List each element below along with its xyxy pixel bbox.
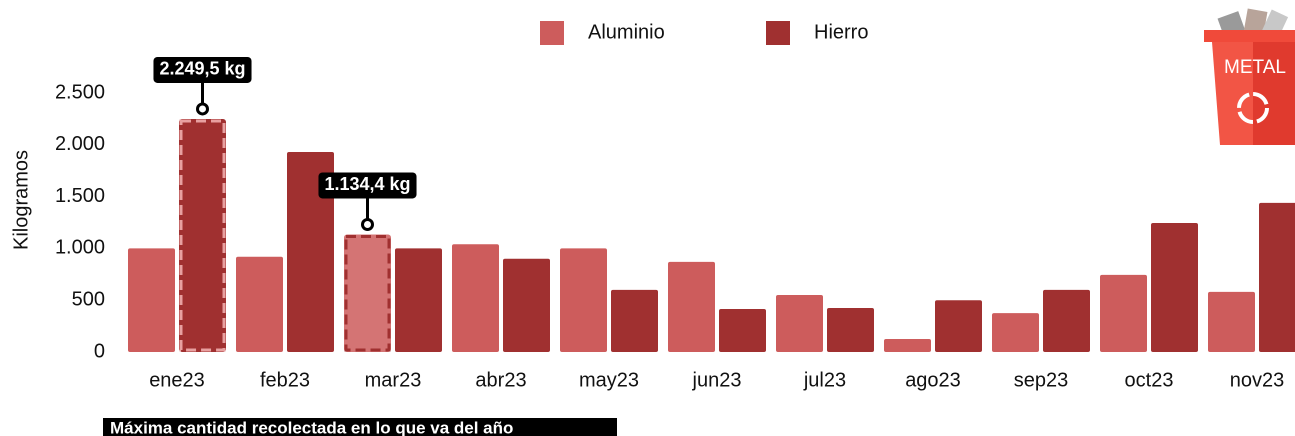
callout-bg [318, 172, 417, 199]
metal-bin-icon: METAL [1204, 8, 1295, 145]
bar [179, 118, 226, 352]
x-tick-label: abr23 [475, 369, 526, 391]
y-tick-label: 500 [72, 288, 105, 310]
bar [935, 300, 982, 352]
bar [1151, 223, 1198, 352]
bar [1208, 291, 1255, 352]
footnote: Máxima cantidad recolectada en lo que va… [110, 418, 513, 436]
y-axis-label: Kilogramos [10, 150, 32, 250]
bar [503, 258, 550, 352]
x-tick-label: oct23 [1125, 369, 1174, 391]
bar-highlight [179, 119, 226, 352]
x-tick-label: sep23 [1014, 369, 1069, 391]
callout-dot [361, 217, 374, 231]
bar-highlight [344, 234, 391, 352]
x-tick-label: mar23 [365, 369, 422, 391]
y-tick-label: 1.000 [55, 237, 105, 259]
bar [287, 152, 334, 352]
bar [884, 339, 931, 352]
bar [236, 256, 283, 352]
legend-swatch [766, 21, 790, 45]
x-tick-label: ene23 [149, 369, 205, 391]
x-tick-label: jun23 [692, 369, 742, 391]
x-tick-label: ago23 [905, 369, 961, 391]
bar [128, 248, 175, 352]
bar [395, 248, 442, 352]
bar [344, 234, 391, 352]
badge: METAL [1224, 57, 1286, 78]
footnote-bg [103, 418, 617, 436]
bar [452, 244, 499, 352]
callout-bg [153, 56, 252, 83]
y-tick-label: 2.000 [55, 133, 105, 155]
x-tick-label: may23 [579, 369, 639, 391]
bar [719, 309, 766, 352]
y-tick-label: 1.500 [55, 185, 105, 207]
bar [668, 261, 715, 352]
bar [1100, 274, 1147, 352]
legend-label: Hierro [814, 21, 868, 43]
bar [1043, 289, 1090, 352]
y-tick-label: 0 [94, 340, 105, 362]
callout-dot [196, 102, 209, 116]
bar [776, 295, 823, 352]
x-tick-label: nov23 [1230, 369, 1285, 391]
x-tick-label: jul23 [803, 369, 846, 391]
bar [1259, 202, 1295, 352]
legend-label: Aluminio [588, 21, 665, 43]
callout-label: 1.134,4 kg [324, 174, 410, 194]
y-tick-label: 2.500 [55, 81, 105, 103]
bar [611, 289, 658, 352]
legend-swatch [540, 21, 564, 45]
bar [560, 248, 607, 352]
bar [992, 313, 1039, 352]
callout-label: 2.249,5 kg [159, 59, 245, 79]
x-tick-label: feb23 [260, 369, 310, 391]
bar [827, 307, 874, 352]
